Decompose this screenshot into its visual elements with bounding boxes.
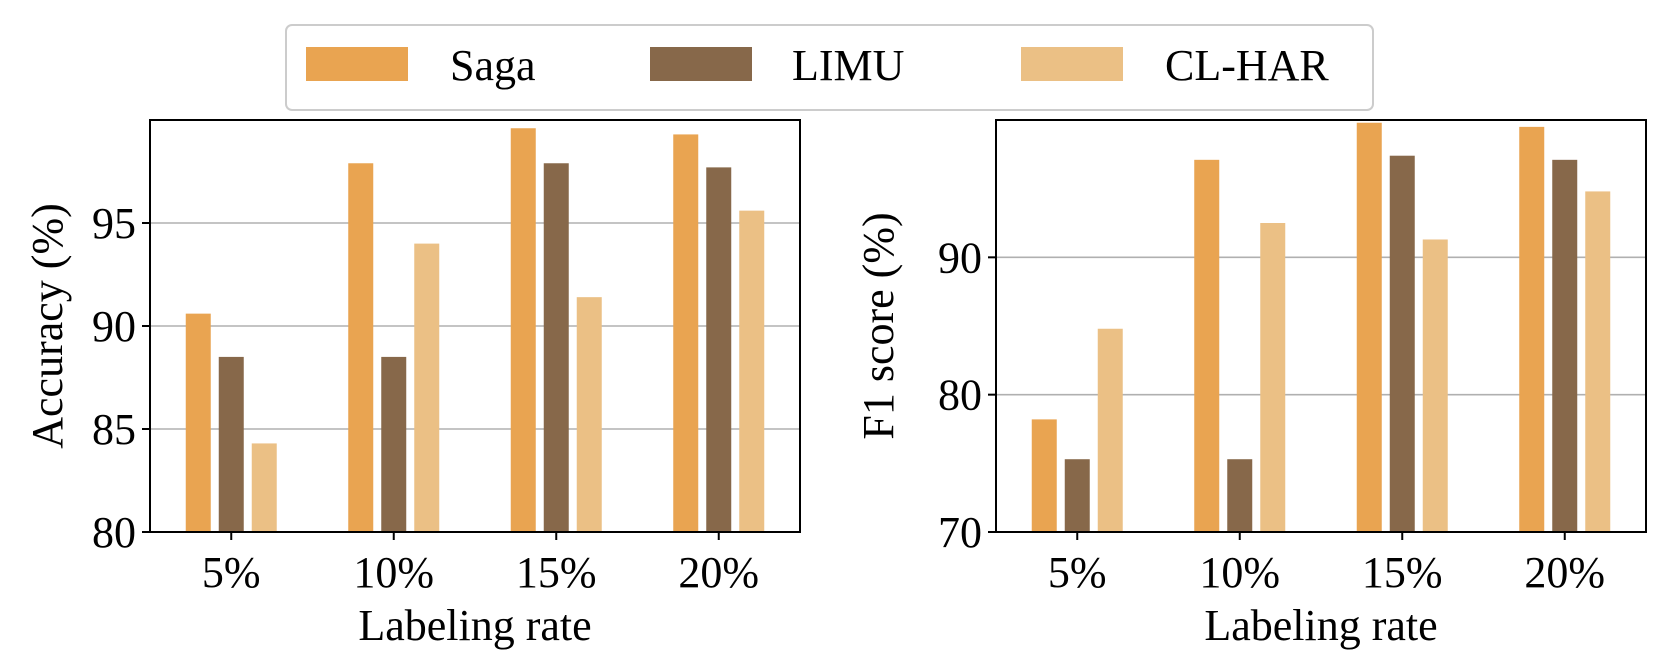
legend-swatch-saga xyxy=(306,47,408,81)
accuracy-y-axis-label: Accuracy (%) xyxy=(23,203,72,449)
accuracy-bar-limu-4 xyxy=(706,167,732,532)
accuracy-bar-cl-har-4 xyxy=(739,210,765,532)
legend-swatch-limu xyxy=(650,47,752,81)
accuracy-bar-limu-2 xyxy=(381,356,407,532)
accuracy-x-tick-label: 20% xyxy=(678,548,759,597)
f1-x-tick-label: 15% xyxy=(1362,548,1443,597)
legend-label-limu: LIMU xyxy=(792,41,904,90)
f1-bar-saga-1 xyxy=(1031,419,1057,532)
f1-y-tick-label: 80 xyxy=(938,371,982,420)
accuracy-x-tick-label: 5% xyxy=(202,548,261,597)
f1-y-tick-label: 90 xyxy=(938,233,982,282)
accuracy-bar-limu-3 xyxy=(543,163,569,532)
accuracy-x-tick-label: 15% xyxy=(516,548,597,597)
f1-y-axis-label: F1 score (%) xyxy=(854,212,903,439)
accuracy-bar-saga-1 xyxy=(185,313,211,532)
f1-chart: 70 80 90 5% 10% 15% 20% Labeling rate F1 scor… xyxy=(854,119,1647,650)
accuracy-x-ticks: 5% 10% 15% 20% xyxy=(202,532,759,597)
accuracy-bar-cl-har-3 xyxy=(576,297,602,532)
f1-x-tick-label: 10% xyxy=(1199,548,1280,597)
legend-label-saga: Saga xyxy=(450,41,536,90)
f1-x-ticks: 5% 10% 15% 20% xyxy=(1048,532,1605,597)
legend: Saga LIMU CL-HAR xyxy=(285,24,1374,111)
accuracy-bar-cl-har-2 xyxy=(414,243,440,532)
f1-bar-saga-3 xyxy=(1356,122,1382,532)
accuracy-y-tick-label: 90 xyxy=(92,302,136,351)
accuracy-bar-cl-har-1 xyxy=(251,443,277,532)
accuracy-bars xyxy=(185,128,765,533)
accuracy-x-axis-label: Labeling rate xyxy=(358,601,591,650)
accuracy-bar-saga-2 xyxy=(348,163,374,532)
accuracy-y-ticks: 80 85 90 95 xyxy=(92,199,150,557)
f1-bars xyxy=(1031,122,1611,533)
legend-label-clhar: CL-HAR xyxy=(1165,41,1329,90)
f1-x-axis-label: Labeling rate xyxy=(1204,601,1437,650)
f1-bar-limu-3 xyxy=(1389,155,1415,532)
f1-x-tick-label: 5% xyxy=(1048,548,1107,597)
accuracy-chart: 80 85 90 95 5% 10% 15% 20% Labeling rate Accur… xyxy=(23,119,801,650)
f1-plot-frame xyxy=(995,119,1647,533)
accuracy-y-tick-label: 80 xyxy=(92,508,136,557)
legend-swatch-clhar xyxy=(1021,47,1123,81)
accuracy-gridlines xyxy=(150,222,800,430)
accuracy-bar-saga-3 xyxy=(510,128,536,533)
accuracy-y-tick-label: 95 xyxy=(92,199,136,248)
f1-bar-saga-4 xyxy=(1519,126,1545,532)
f1-bar-cl-har-1 xyxy=(1097,328,1123,532)
accuracy-bar-saga-4 xyxy=(673,134,699,533)
f1-x-tick-label: 20% xyxy=(1524,548,1605,597)
f1-y-tick-label: 70 xyxy=(938,508,982,557)
f1-bar-cl-har-4 xyxy=(1585,191,1611,532)
f1-bar-saga-2 xyxy=(1194,159,1220,532)
f1-gridlines xyxy=(996,256,1646,396)
f1-y-ticks: 70 80 90 xyxy=(938,233,996,557)
f1-bar-limu-4 xyxy=(1552,159,1578,532)
f1-bar-limu-1 xyxy=(1064,459,1090,532)
accuracy-bar-limu-1 xyxy=(218,356,244,532)
f1-bar-cl-har-3 xyxy=(1422,239,1448,533)
f1-bar-limu-2 xyxy=(1227,459,1253,532)
accuracy-x-tick-label: 10% xyxy=(353,548,434,597)
accuracy-y-tick-label: 85 xyxy=(92,405,136,454)
f1-bar-cl-har-2 xyxy=(1260,223,1286,532)
legend-frame xyxy=(285,24,1374,111)
